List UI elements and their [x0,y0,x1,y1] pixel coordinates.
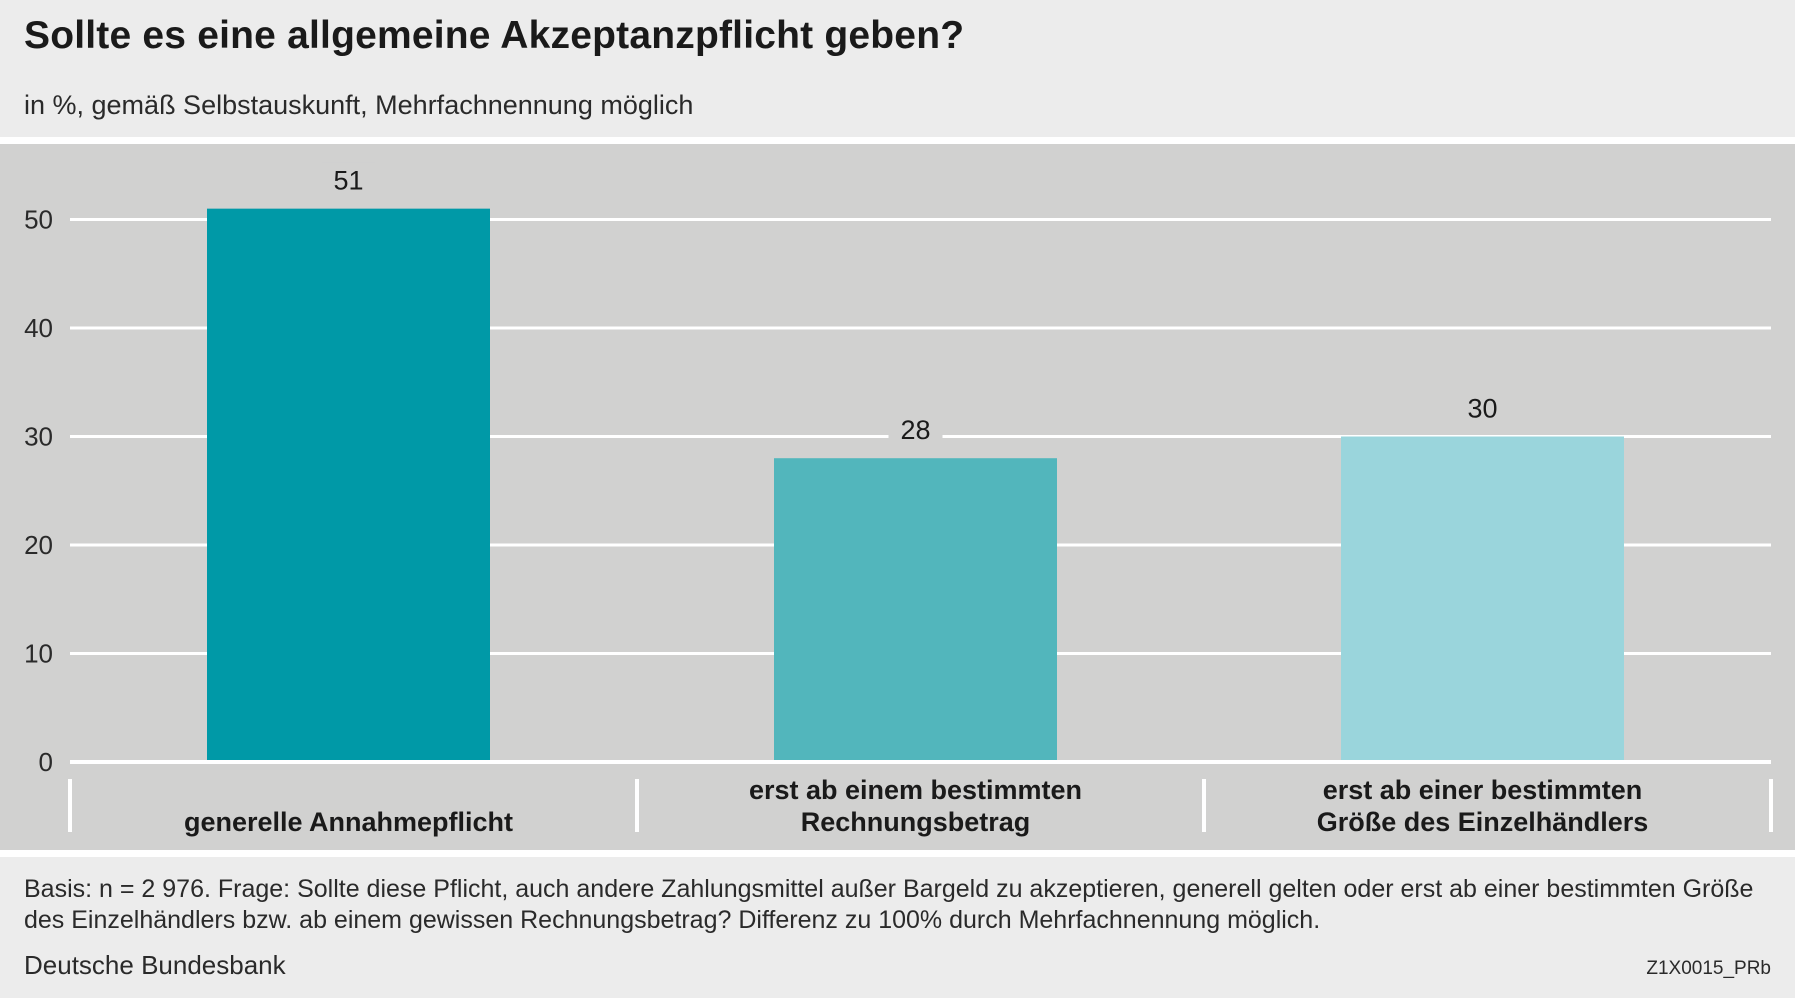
value-label-background [1455,390,1510,425]
plot-area: 0 10 20 30 40 50 51 generelle Annahmepflicht 28 e… [0,144,1795,850]
y-tick-label: 40 [24,313,53,343]
bar [774,458,1057,760]
y-tick-label: 50 [24,205,53,235]
chart-subtitle: in %, gemäß Selbstauskunft, Mehrfachnenn… [24,90,694,120]
value-label-background [888,412,943,447]
chart-code: Z1X0015_PRb [1646,958,1771,979]
value-label-background [321,162,376,197]
category-label: erst ab einer bestimmten [1323,775,1643,805]
y-tick-label: 10 [24,639,53,669]
top-divider [0,137,1795,144]
chart-title: Sollte es eine allgemeine Akzeptanzpflic… [24,14,965,57]
category-label: erst ab einem bestimmten [749,775,1082,805]
bottom-divider [0,850,1795,857]
y-tick-label: 30 [24,422,53,452]
value-label: 28 [900,415,930,445]
source-label: Deutsche Bundesbank [24,950,286,980]
bar-chart: 0 10 20 30 40 50 51 generelle Annahmepflicht 28 e… [24,162,1773,837]
bar [1341,436,1624,760]
category-label: generelle Annahmepflicht [184,807,513,837]
y-tick-label: 20 [24,530,53,560]
category-label: Größe des Einzelhändlers [1317,807,1649,837]
category-label: Rechnungsbetrag [801,807,1031,837]
value-label: 51 [333,166,363,196]
bar [207,208,490,760]
value-label: 30 [1467,394,1497,424]
footnote: Basis: n = 2 976. Frage: Sollte diese Pf… [24,875,1754,934]
y-tick-label: 0 [39,747,53,777]
